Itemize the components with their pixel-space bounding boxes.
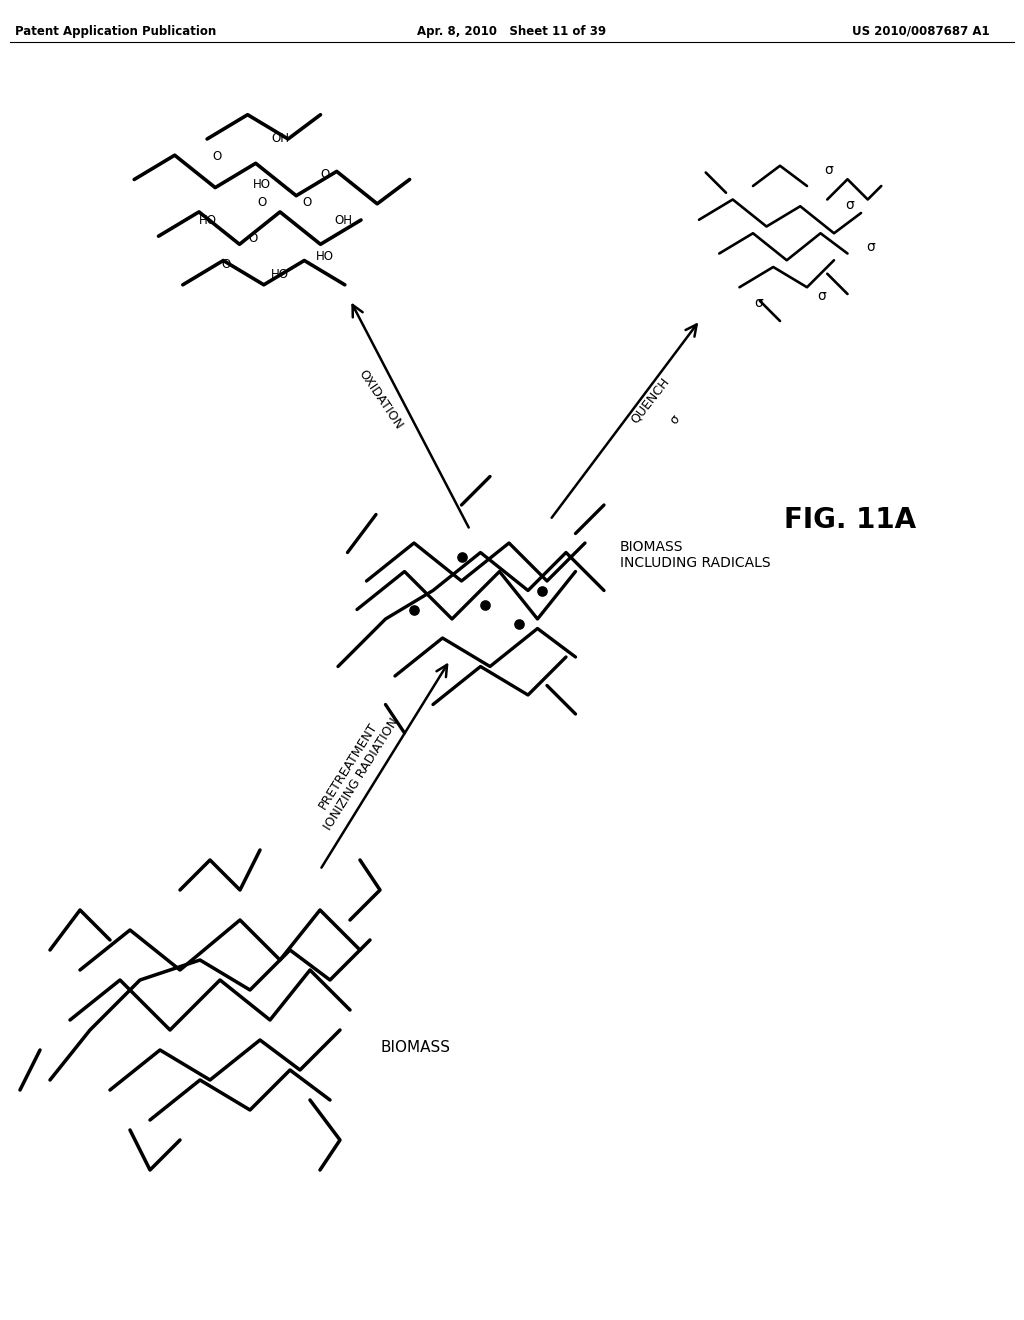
Text: σ: σ [817,289,826,304]
Text: HO: HO [316,249,334,263]
Text: O: O [221,259,230,272]
Text: PRETREATMENT
IONIZING RADIATION: PRETREATMENT IONIZING RADIATION [308,708,401,833]
Text: BIOMASS
INCLUDING RADICALS: BIOMASS INCLUDING RADICALS [620,540,771,570]
Text: BIOMASS: BIOMASS [380,1040,450,1055]
Text: FIG. 11A: FIG. 11A [784,506,916,535]
Text: US 2010/0087687 A1: US 2010/0087687 A1 [852,25,990,38]
Text: O: O [257,195,266,209]
Text: QUENCH: QUENCH [628,375,672,425]
Text: O: O [249,231,258,244]
Text: HO: HO [199,214,217,227]
Text: σ: σ [755,296,763,310]
Text: HO: HO [253,177,271,190]
Text: OH: OH [271,132,289,145]
Text: σ: σ [668,413,683,428]
Text: HO: HO [271,268,289,281]
Text: OXIDATION: OXIDATION [355,368,404,432]
Text: O: O [302,195,311,209]
Text: σ: σ [866,240,876,253]
Text: O: O [212,150,221,164]
Text: σ: σ [824,162,834,177]
Text: σ: σ [846,198,854,213]
Text: Patent Application Publication: Patent Application Publication [15,25,216,38]
Text: Apr. 8, 2010   Sheet 11 of 39: Apr. 8, 2010 Sheet 11 of 39 [418,25,606,38]
Text: OH: OH [334,214,352,227]
Text: O: O [321,169,330,181]
